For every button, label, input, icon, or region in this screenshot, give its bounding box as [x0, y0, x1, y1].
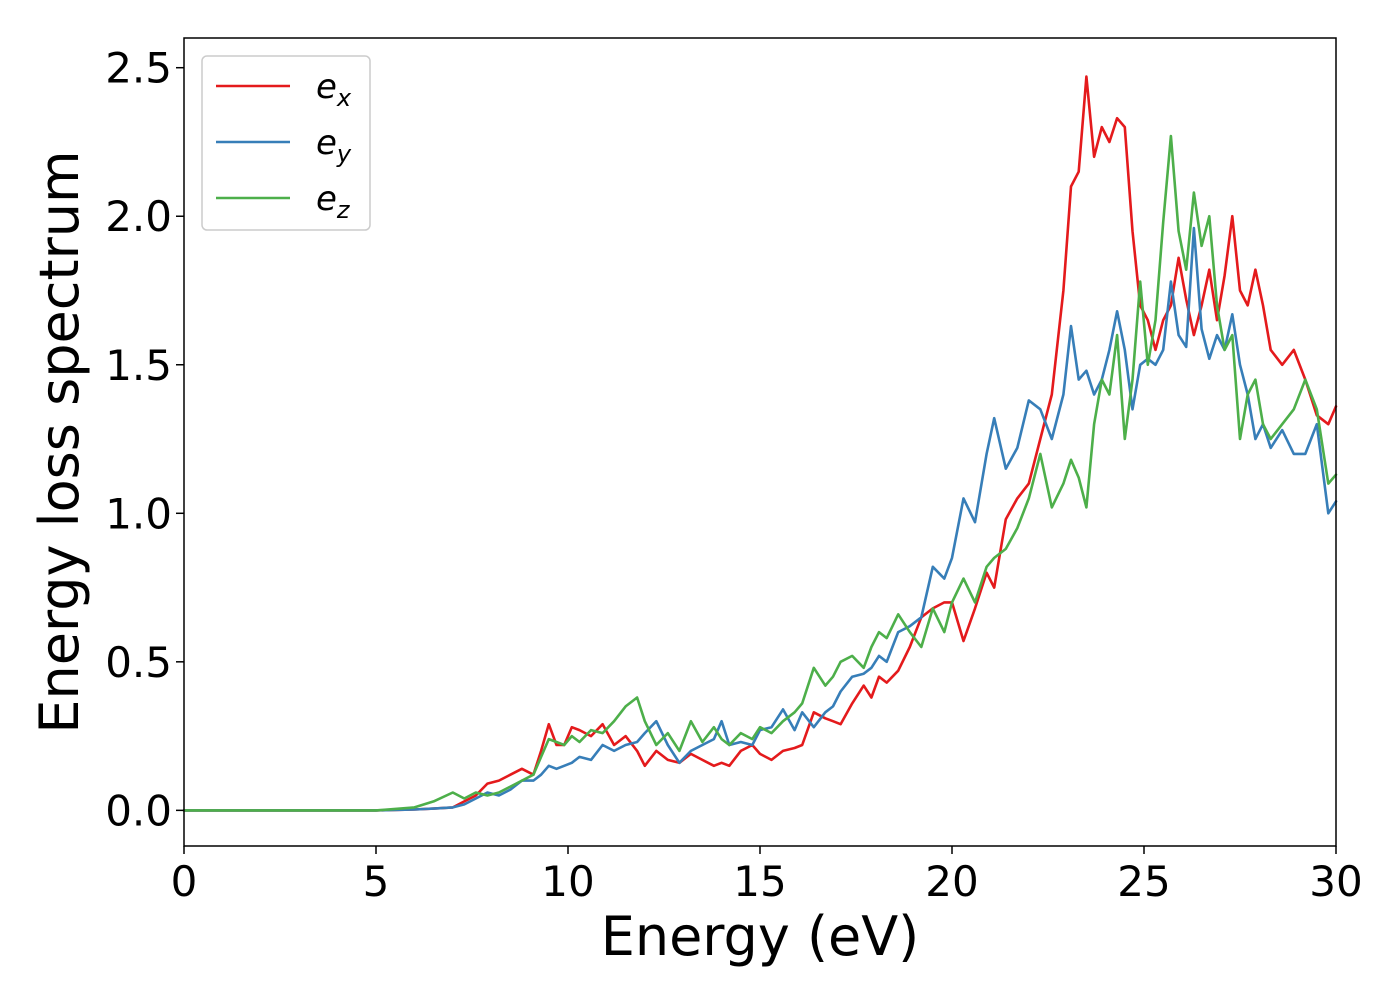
series-line-x — [182, 75, 1338, 812]
series-line-y — [182, 226, 1338, 812]
y-tick-label: 2.5 — [105, 44, 172, 93]
legend: ex ey ez — [201, 55, 371, 231]
x-tick-label: 25 — [1117, 857, 1170, 906]
legend-label-x: ex — [316, 67, 352, 112]
y-axis-title: Energy loss spectrum — [28, 150, 91, 733]
y-tick-label: 0.0 — [105, 786, 172, 835]
x-tick-label: 5 — [363, 857, 390, 906]
x-tick-label: 15 — [733, 857, 786, 906]
x-axis: 0 5 10 15 20 25 30 — [171, 846, 1363, 906]
x-tick-label: 0 — [171, 857, 198, 906]
y-axis: 0.0 0.5 1.0 1.5 2.0 2.5 — [105, 44, 184, 835]
legend-label-z: ez — [316, 179, 351, 224]
x-tick-label: 10 — [541, 857, 594, 906]
x-tick-label: 20 — [925, 857, 978, 906]
y-tick-label: 1.0 — [105, 489, 172, 538]
x-tick-label: 30 — [1309, 857, 1362, 906]
y-tick-label: 1.5 — [105, 341, 172, 390]
series-line-z — [182, 134, 1338, 812]
x-axis-title: Energy (eV) — [601, 905, 920, 968]
y-tick-label: 0.5 — [105, 638, 172, 687]
legend-label-y: ey — [316, 123, 352, 168]
plot-lines — [182, 75, 1338, 812]
y-tick-label: 2.0 — [105, 192, 172, 241]
